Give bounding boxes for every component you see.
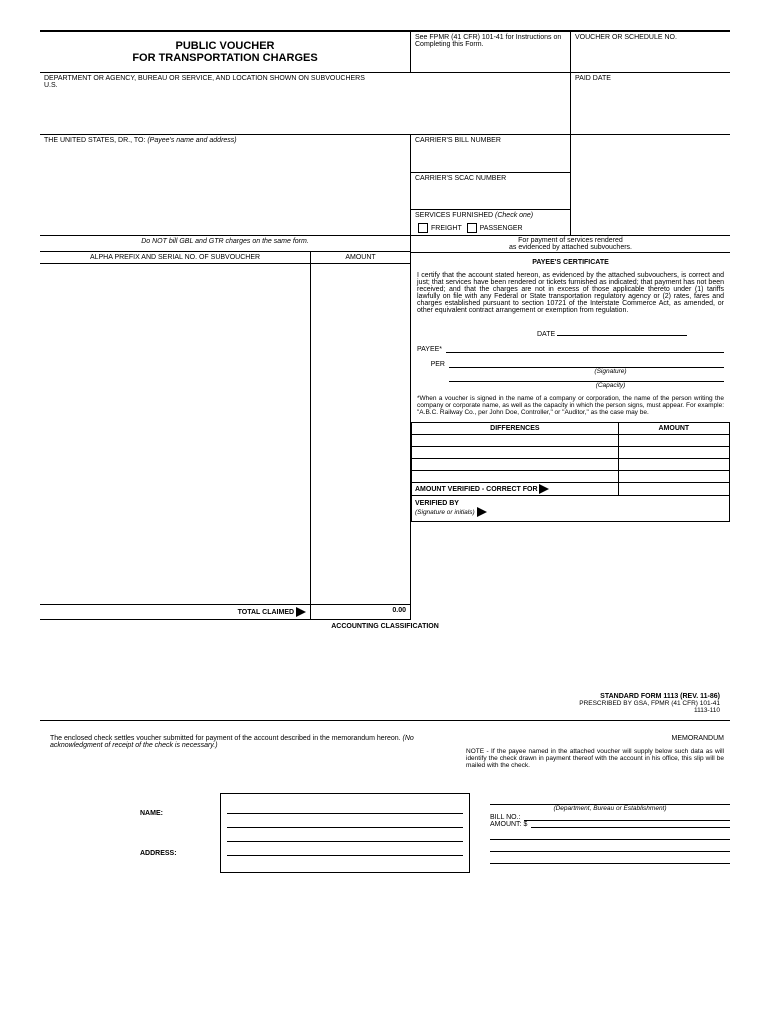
subvoucher-body[interactable]: [40, 264, 410, 604]
form-title: PUBLIC VOUCHERFOR TRANSPORTATION CHARGES: [40, 32, 410, 72]
cert-note: *When a voucher is signed in the name of…: [411, 389, 730, 422]
dept-row: DEPARTMENT OR AGENCY, BUREAU OR SERVICE,…: [40, 73, 730, 135]
acct-class: ACCOUNTING CLASSIFICATION: [40, 620, 730, 633]
cert-per-row: PER: [411, 355, 730, 368]
memo-section: The enclosed check settles voucher submi…: [40, 721, 730, 773]
memo-title: MEMORANDUM: [466, 735, 724, 748]
differences-table: DIFFERENCESAMOUNT AMOUNT VERIFIED - CORR…: [411, 422, 730, 522]
memo-dept-lbl: (Department, Bureau or Establishment): [490, 805, 730, 812]
cert-title: PAYEE'S CERTIFICATE: [411, 253, 730, 268]
service-checkboxes: FREIGHT PASSENGER: [411, 221, 570, 235]
arrow-icon: [477, 507, 487, 517]
memo-note: NOTE - If the payee named in the attache…: [466, 748, 724, 769]
carrier-scac: CARRIER'S SCAC NUMBER: [411, 173, 570, 211]
payment-line2: as evidenced by attached subvouchers.: [509, 244, 632, 251]
name-addr-box[interactable]: [220, 793, 470, 873]
passenger-checkbox[interactable]: [467, 223, 477, 233]
warning-row: Do NOT bill GBL and GTR charges on the s…: [40, 235, 730, 252]
cert-sig-lbl: (Signature): [411, 368, 730, 375]
main-body: ALPHA PREFIX AND SERIAL NO. OF SUBVOUCHE…: [40, 252, 730, 620]
cert-payee-row: PAYEE*: [411, 340, 730, 355]
form-number-block: STANDARD FORM 1113 (REV. 11-86) PRESCRIB…: [40, 693, 730, 714]
cert-cap-lbl: (Capacity): [411, 382, 730, 389]
services-furnished: SERVICES FURNISHED (Check one): [411, 210, 570, 221]
arrow-icon: [296, 607, 306, 617]
memo-fields: NAME: ADDRESS: (Department, Bureau or Es…: [40, 793, 730, 873]
carrier-bill: CARRIER'S BILL NUMBER: [411, 135, 570, 173]
memo-text: The enclosed check settles voucher submi…: [50, 735, 401, 742]
freight-checkbox[interactable]: [418, 223, 428, 233]
paid-date: PAID DATE: [570, 73, 730, 134]
payee-hint: (Payee's name and address): [147, 137, 236, 144]
arrow-icon: [539, 484, 549, 494]
payment-line1: For payment of services rendered: [518, 237, 623, 244]
payee-carrier-row: THE UNITED STATES, DR., TO: (Payee's nam…: [40, 135, 730, 235]
addr-label: ADDRESS:: [140, 850, 220, 857]
name-label: NAME:: [140, 810, 220, 817]
cert-text: I certify that the account stated hereon…: [411, 268, 730, 318]
subvoucher-header: ALPHA PREFIX AND SERIAL NO. OF SUBVOUCHE…: [40, 252, 410, 264]
voucher-no: VOUCHER OR SCHEDULE NO.: [570, 32, 730, 72]
header-row: PUBLIC VOUCHERFOR TRANSPORTATION CHARGES…: [40, 32, 730, 73]
warning: Do NOT bill GBL and GTR charges on the s…: [40, 236, 410, 252]
cert-date-row: DATE: [411, 318, 730, 340]
payee-label: THE UNITED STATES, DR., TO:: [44, 137, 145, 144]
dept-us: U.S.: [44, 82, 58, 89]
dept-label: DEPARTMENT OR AGENCY, BUREAU OR SERVICE,…: [44, 75, 365, 82]
fpmr-ref: See FPMR (41 CFR) 101-41 for Instruction…: [410, 32, 570, 72]
form-page: PUBLIC VOUCHERFOR TRANSPORTATION CHARGES…: [0, 0, 770, 903]
total-row: TOTAL CLAIMED 0.00: [40, 604, 410, 620]
